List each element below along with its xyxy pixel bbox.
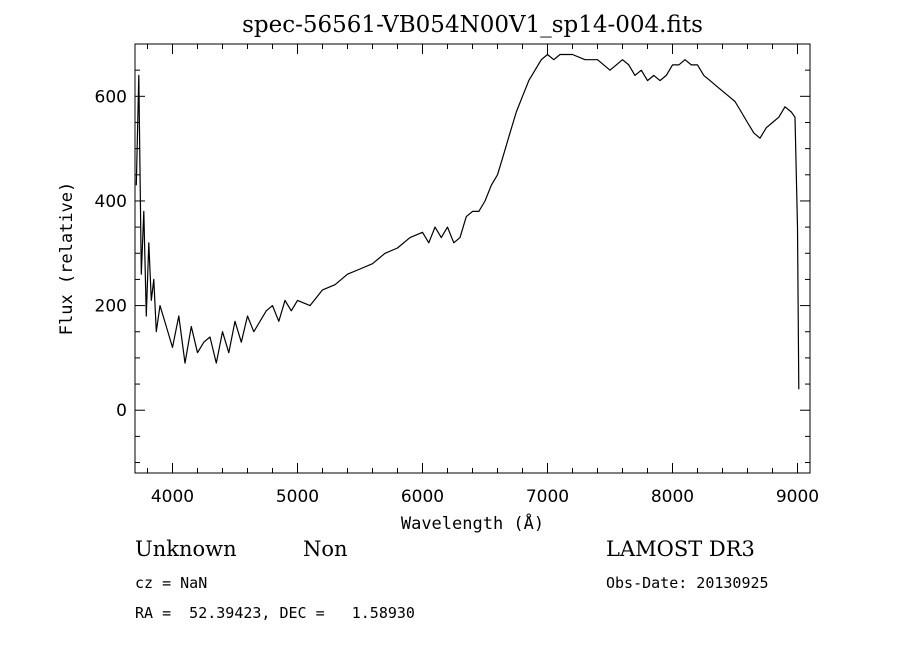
y-tick-label: 0 <box>116 401 127 421</box>
object-class-label: Non <box>303 537 348 561</box>
y-tick-label: 400 <box>95 192 127 212</box>
x-tick-label: 6000 <box>401 487 444 507</box>
redshift-readout: cz = NaN <box>135 574 208 592</box>
x-tick-label: 4000 <box>151 487 194 507</box>
plot-frame <box>134 43 811 474</box>
chart-title: spec-56561-VB054N00V1_sp14-004.fits <box>242 12 703 38</box>
x-tick-label: 8000 <box>651 487 694 507</box>
x-tick-label: 7000 <box>526 487 569 507</box>
x-tick-label: 5000 <box>276 487 319 507</box>
y-axis-label: Flux (relative) <box>57 182 77 336</box>
spectrum-line <box>135 53 800 390</box>
x-axis-label: Wavelength (Å) <box>401 512 544 534</box>
y-tick-label: 200 <box>95 297 127 317</box>
y-tick-label: 600 <box>95 87 127 107</box>
survey-label: LAMOST DR3 <box>606 537 755 561</box>
coordinates-readout: RA = 52.39423, DEC = 1.58930 <box>135 604 415 622</box>
object-type-label: Unknown <box>135 537 237 561</box>
x-tick-label: 9000 <box>776 487 819 507</box>
obs-date-readout: Obs-Date: 20130925 <box>606 574 769 592</box>
